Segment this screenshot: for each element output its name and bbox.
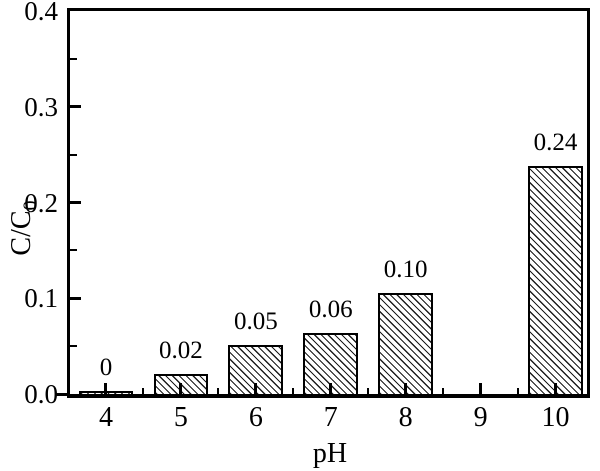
plot-area: 0 0.02 0.05 0.06 0.10 0.24 <box>56 8 590 398</box>
bar <box>228 345 284 394</box>
x-minor-tick <box>142 388 145 394</box>
y-axis-label: C/C0 <box>6 176 42 280</box>
y-minor-tick <box>70 345 77 348</box>
bar-value-label: 0.02 <box>159 336 203 364</box>
x-major-tick <box>179 383 183 394</box>
x-tick-label: 10 <box>541 402 570 433</box>
x-minor-tick <box>217 388 220 394</box>
y-major-tick <box>70 296 81 300</box>
y-axis-label-text: C/C <box>6 210 37 256</box>
x-major-tick <box>404 383 408 394</box>
x-minor-tick <box>442 388 445 394</box>
x-major-tick <box>104 383 108 394</box>
bar-value-label: 0.06 <box>308 295 353 323</box>
x-major-tick <box>554 383 558 394</box>
x-tick-label: 9 <box>473 402 488 433</box>
x-tick-label: 8 <box>398 402 413 433</box>
bar-value-label: 0.05 <box>233 308 278 336</box>
x-tick-label: 6 <box>248 402 263 433</box>
x-tick-label: 5 <box>173 402 188 433</box>
bar-value-label: 0 <box>99 354 113 382</box>
y-minor-tick <box>70 57 77 60</box>
y-major-tick <box>70 105 81 109</box>
bar <box>528 166 583 394</box>
y-tick-label: 0.0 <box>24 379 58 409</box>
y-tick-label: 0.2 <box>24 187 58 218</box>
x-tick-label: 7 <box>323 402 338 433</box>
bar-value-label: 0.10 <box>383 256 428 284</box>
y-tick-label: 0.1 <box>24 283 58 314</box>
bar-value-label: 0.24 <box>533 129 578 157</box>
y-minor-tick <box>70 153 77 156</box>
x-major-tick <box>479 383 483 394</box>
x-major-tick <box>254 383 258 394</box>
x-major-tick <box>329 383 333 394</box>
y-minor-tick <box>70 249 77 252</box>
bar <box>378 293 433 394</box>
y-major-tick <box>70 201 81 204</box>
x-tick-label: 4 <box>98 402 113 433</box>
y-axis-label-subscript: 0 <box>19 200 42 211</box>
x-axis-label: pH <box>312 438 348 469</box>
x-minor-tick <box>367 388 370 394</box>
x-minor-tick <box>292 388 295 394</box>
y-tick-label: 0.4 <box>24 0 58 26</box>
y-tick-outside-zero <box>56 392 67 396</box>
x-minor-tick <box>517 388 520 394</box>
y-tick-label: 0.3 <box>24 91 58 122</box>
